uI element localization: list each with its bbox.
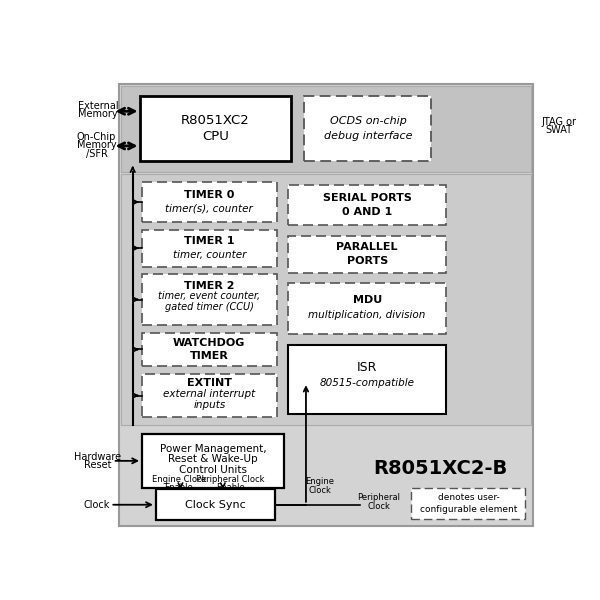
Bar bbox=[156, 490, 275, 520]
Text: Peripheral: Peripheral bbox=[358, 493, 401, 502]
Text: Engine Clock: Engine Clock bbox=[152, 475, 206, 484]
Text: Memory: Memory bbox=[78, 109, 118, 119]
Bar bbox=[119, 83, 533, 526]
Text: TIMER 0: TIMER 0 bbox=[184, 190, 235, 200]
Bar bbox=[142, 434, 284, 488]
Text: Peripheral Clock: Peripheral Clock bbox=[196, 475, 265, 484]
Bar bbox=[412, 488, 526, 518]
Text: timer(s), counter: timer(s), counter bbox=[166, 204, 253, 214]
Bar bbox=[142, 230, 277, 266]
Bar bbox=[304, 96, 431, 161]
Text: Power Management,: Power Management, bbox=[160, 443, 266, 454]
Bar bbox=[288, 283, 446, 334]
Text: timer, event counter,: timer, event counter, bbox=[158, 292, 260, 301]
Text: EXTINT: EXTINT bbox=[187, 378, 232, 388]
Bar bbox=[121, 175, 531, 425]
Text: Clock: Clock bbox=[368, 502, 391, 511]
Text: CPU: CPU bbox=[202, 130, 229, 143]
Text: Clock: Clock bbox=[83, 500, 110, 510]
Text: inputs: inputs bbox=[193, 400, 226, 410]
Text: debug interface: debug interface bbox=[323, 131, 412, 141]
Text: 0 AND 1: 0 AND 1 bbox=[342, 207, 392, 217]
Text: Enable: Enable bbox=[164, 482, 193, 491]
Text: Clock Sync: Clock Sync bbox=[185, 500, 246, 510]
Text: multiplication, division: multiplication, division bbox=[308, 310, 426, 320]
Text: Enable: Enable bbox=[216, 482, 245, 491]
Text: TIMER: TIMER bbox=[190, 350, 229, 361]
Text: PARALLEL: PARALLEL bbox=[337, 242, 398, 252]
Text: gated timer (CCU): gated timer (CCU) bbox=[165, 302, 254, 312]
Text: external interrupt: external interrupt bbox=[163, 389, 256, 399]
Text: Reset & Wake-Up: Reset & Wake-Up bbox=[169, 454, 258, 464]
Text: 80515-compatible: 80515-compatible bbox=[320, 378, 415, 388]
Bar bbox=[288, 185, 446, 225]
Text: Memory: Memory bbox=[77, 140, 116, 150]
Bar bbox=[142, 182, 277, 222]
Text: Hardware: Hardware bbox=[74, 452, 122, 462]
Bar bbox=[142, 374, 277, 417]
Text: R8051XC2: R8051XC2 bbox=[181, 115, 250, 127]
Text: MDU: MDU bbox=[353, 295, 382, 305]
Bar bbox=[288, 345, 446, 414]
Text: SWAT: SWAT bbox=[545, 125, 572, 135]
Bar bbox=[140, 96, 290, 161]
Text: SERIAL PORTS: SERIAL PORTS bbox=[323, 193, 412, 203]
Text: configurable element: configurable element bbox=[420, 505, 517, 514]
Text: denotes user-: denotes user- bbox=[437, 493, 499, 502]
Text: Reset: Reset bbox=[85, 460, 112, 470]
Text: PORTS: PORTS bbox=[347, 256, 388, 266]
Text: Clock: Clock bbox=[308, 487, 331, 496]
Text: OCDS on-chip: OCDS on-chip bbox=[329, 116, 406, 126]
Bar bbox=[121, 86, 531, 172]
Bar bbox=[142, 332, 277, 367]
Text: /SFR: /SFR bbox=[86, 149, 107, 158]
Text: TIMER 2: TIMER 2 bbox=[184, 281, 235, 290]
Bar bbox=[142, 274, 277, 325]
Text: R8051XC2-B: R8051XC2-B bbox=[374, 459, 508, 478]
Text: TIMER 1: TIMER 1 bbox=[184, 236, 235, 246]
Text: On-Chip: On-Chip bbox=[77, 131, 116, 142]
Bar bbox=[288, 236, 446, 272]
Text: ISR: ISR bbox=[357, 361, 377, 374]
Text: timer, counter: timer, counter bbox=[173, 250, 246, 260]
Text: WATCHDOG: WATCHDOG bbox=[173, 338, 245, 348]
Text: External: External bbox=[78, 101, 118, 111]
Text: Engine: Engine bbox=[305, 477, 334, 486]
Text: JTAG or: JTAG or bbox=[541, 116, 576, 127]
Text: Control Units: Control Units bbox=[179, 465, 247, 475]
